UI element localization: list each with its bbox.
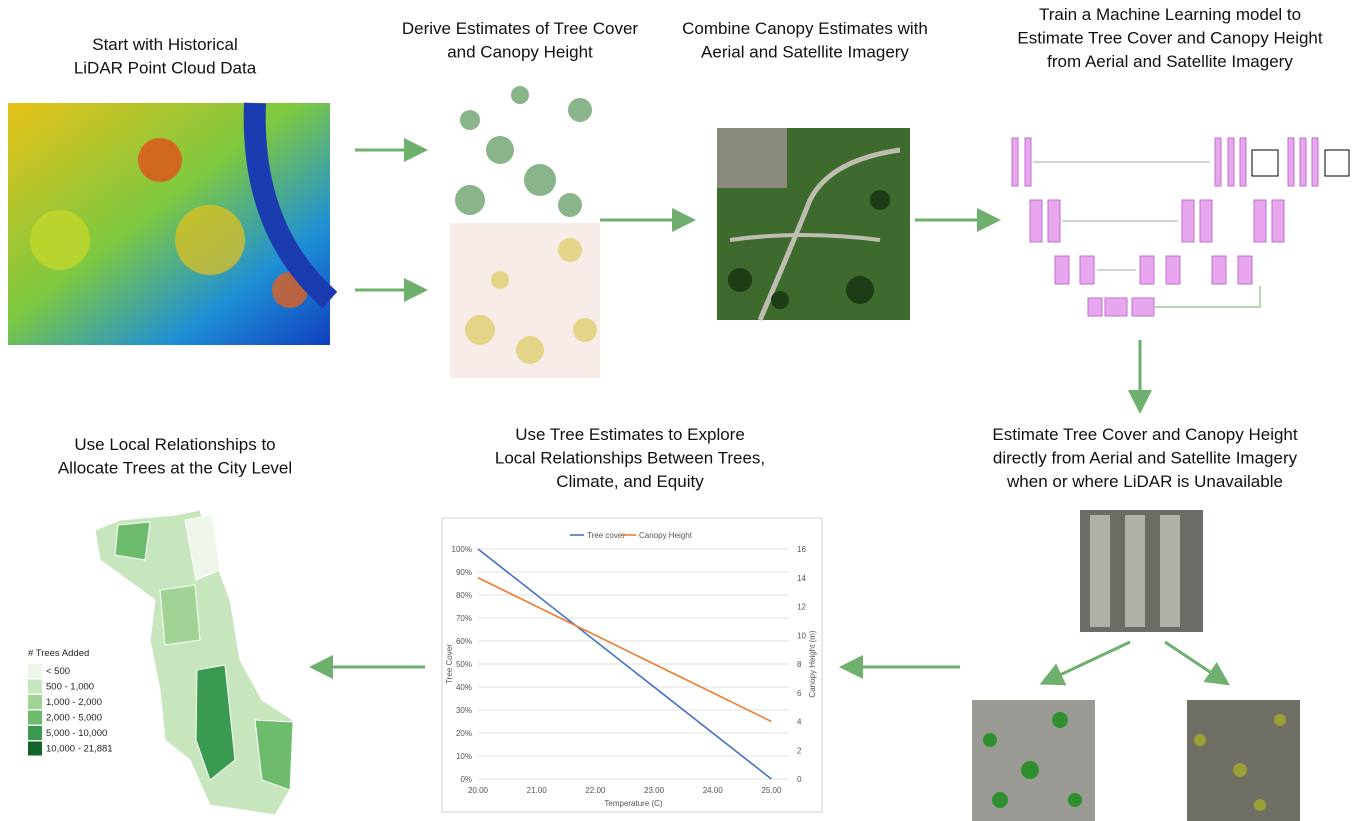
y2-axis-title: Canopy Height (m) bbox=[808, 630, 817, 697]
step-title: Allocate Trees at the City Level bbox=[58, 459, 292, 478]
legend-swatch bbox=[28, 695, 42, 709]
legend-label: 5,000 - 10,000 bbox=[46, 728, 107, 739]
step-title: Combine Canopy Estimates with bbox=[682, 19, 928, 38]
step-title: Use Tree Estimates to Explore bbox=[515, 425, 745, 444]
step-title: LiDAR Point Cloud Data bbox=[74, 59, 257, 78]
x-tick-label: 22.00 bbox=[585, 786, 606, 795]
figure: 0% 10% 20% 30% 40% 50% 60% 70% 80% 90% 100% 0 2 4 6 8 10… bbox=[0, 0, 1354, 821]
y-axis-title: Tree Cover bbox=[445, 644, 454, 684]
step-title: Derive Estimates of Tree Cover bbox=[402, 19, 639, 38]
y-tick-label: 30% bbox=[456, 706, 472, 715]
step-title: Estimate Tree Cover and Canopy Height bbox=[1017, 29, 1322, 48]
step-title: Use Local Relationships to bbox=[74, 435, 275, 454]
legend-swatch bbox=[28, 664, 42, 678]
step-title: when or where LiDAR is Unavailable bbox=[1006, 472, 1283, 491]
canopy-maps bbox=[450, 68, 600, 378]
y2-tick-label: 8 bbox=[797, 660, 802, 669]
aerial-image bbox=[717, 128, 910, 320]
legend-label: 10,000 - 21,881 bbox=[46, 744, 113, 755]
y-tick-label: 80% bbox=[456, 591, 472, 600]
y-tick-label: 50% bbox=[456, 660, 472, 669]
x-tick-label: 20.00 bbox=[468, 786, 489, 795]
city-map bbox=[95, 510, 293, 815]
y2-tick-label: 14 bbox=[797, 574, 806, 583]
step-title: directly from Aerial and Satellite Image… bbox=[993, 449, 1298, 468]
y-tick-label: 90% bbox=[456, 568, 472, 577]
step-title: Aerial and Satellite Imagery bbox=[701, 43, 909, 62]
step-title: Estimate Tree Cover and Canopy Height bbox=[992, 425, 1297, 444]
y-tick-label: 0% bbox=[460, 775, 472, 784]
y-tick-label: 40% bbox=[456, 683, 472, 692]
legend-label: 2,000 - 5,000 bbox=[46, 713, 102, 724]
legend-label: 500 - 1,000 bbox=[46, 682, 94, 693]
y2-tick-label: 12 bbox=[797, 603, 806, 612]
map-legend: # Trees Added < 500 500 - 1,000 1,000 - 2,0… bbox=[28, 648, 113, 756]
step-title: Start with Historical bbox=[92, 35, 237, 54]
step-title: Climate, and Equity bbox=[556, 472, 704, 491]
legend-title: # Trees Added bbox=[28, 648, 89, 659]
step-title: Local Relationships Between Trees, bbox=[495, 449, 765, 468]
legend-swatch bbox=[28, 726, 42, 740]
lidar-image bbox=[8, 103, 330, 345]
legend-label: 1,000 - 2,000 bbox=[46, 697, 102, 708]
legend-label: < 500 bbox=[46, 666, 70, 677]
y-tick-label: 20% bbox=[456, 729, 472, 738]
y2-tick-label: 4 bbox=[797, 718, 802, 727]
step-title: and Canopy Height bbox=[447, 43, 593, 62]
y2-tick-label: 6 bbox=[797, 689, 802, 698]
y2-tick-label: 2 bbox=[797, 746, 802, 755]
aerial-tiles bbox=[972, 510, 1300, 821]
x-tick-label: 24.00 bbox=[703, 786, 724, 795]
y2-tick-label: 10 bbox=[797, 631, 806, 640]
y-tick-label: 100% bbox=[452, 545, 472, 554]
legend-label: Tree cover bbox=[587, 531, 625, 540]
unet-diagram bbox=[1012, 138, 1349, 316]
x-tick-label: 25.00 bbox=[761, 786, 782, 795]
y-tick-label: 10% bbox=[456, 752, 472, 761]
diagram: 0% 10% 20% 30% 40% 50% 60% 70% 80% 90% 100% 0 2 4 6 8 10… bbox=[0, 0, 1354, 821]
y2-tick-label: 16 bbox=[797, 545, 806, 554]
legend-swatch bbox=[28, 680, 42, 694]
legend-swatch bbox=[28, 711, 42, 725]
step-title: Train a Machine Learning model to bbox=[1039, 5, 1301, 24]
x-axis-title: Temperature (C) bbox=[604, 799, 663, 808]
legend-swatch bbox=[28, 742, 42, 756]
y2-tick-label: 0 bbox=[797, 775, 802, 784]
x-tick-label: 23.00 bbox=[644, 786, 665, 795]
chart-frame bbox=[442, 518, 822, 812]
y-tick-label: 60% bbox=[456, 637, 472, 646]
step-title: from Aerial and Satellite Imagery bbox=[1047, 52, 1293, 71]
y-tick-label: 70% bbox=[456, 614, 472, 623]
legend-label: Canopy Height bbox=[639, 531, 693, 540]
x-tick-label: 21.00 bbox=[527, 786, 548, 795]
